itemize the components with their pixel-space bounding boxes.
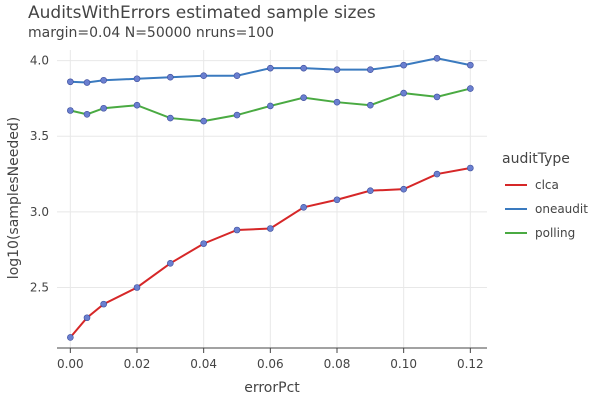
x-axis-ticks: 0.00 0.02 0.04 0.06 0.08 0.10 0.12: [57, 348, 484, 371]
data-point: [67, 78, 74, 86]
y-tick-label: 3.0: [30, 205, 49, 219]
series-line-polling: [70, 87, 471, 123]
series-group: [67, 55, 474, 341]
series-line-oneaudit: [70, 57, 471, 84]
data-point: [133, 284, 141, 291]
x-tick-label: 0.00: [57, 357, 84, 371]
x-axis-label: errorPct: [244, 380, 300, 396]
data-point: [67, 334, 74, 341]
data-point: [167, 259, 174, 267]
data-point: [467, 164, 474, 172]
data-point: [367, 187, 374, 194]
series-line-clca: [69, 167, 471, 339]
data-point: [433, 170, 441, 178]
legend-item-clca[interactable]: clca: [505, 178, 559, 192]
data-point: [200, 72, 207, 80]
x-tick-label: 0.04: [190, 357, 217, 371]
series-oneaudit: [67, 55, 474, 86]
data-point: [67, 107, 74, 114]
data-point: [433, 55, 441, 62]
data-point: [83, 79, 91, 86]
data-point: [467, 61, 474, 69]
y-tick-label: 3.5: [30, 129, 49, 143]
data-point: [300, 64, 307, 72]
data-point: [233, 72, 241, 80]
data-point: [333, 98, 341, 106]
data-point: [133, 75, 141, 83]
legend-item-polling[interactable]: polling: [505, 226, 575, 240]
legend-label: clca: [535, 178, 559, 192]
data-point: [467, 85, 474, 92]
data-point: [200, 240, 207, 247]
x-tick-label: 0.06: [257, 357, 284, 371]
y-tick-label: 4.0: [30, 54, 49, 68]
data-point: [100, 300, 107, 308]
data-point: [233, 226, 241, 234]
y-axis-label: log10(samplesNeeded): [6, 117, 22, 279]
data-point: [267, 225, 274, 232]
data-point: [367, 101, 374, 109]
data-point: [400, 61, 407, 69]
legend-title: auditType: [502, 151, 570, 167]
data-point: [100, 104, 107, 112]
y-axis-ticks: 2.5 3.0 3.5 4.0: [30, 54, 49, 295]
data-point: [433, 93, 441, 101]
data-point: [200, 117, 207, 125]
series-clca: [67, 164, 474, 341]
x-tick-label: 0.10: [390, 357, 417, 371]
data-point: [233, 111, 241, 119]
legend-item-oneaudit[interactable]: oneaudit: [505, 202, 588, 216]
chart-title: AuditsWithErrors estimated sample sizes: [28, 3, 376, 23]
data-point: [267, 102, 274, 110]
series-polling: [67, 85, 474, 125]
legend-label: oneaudit: [535, 202, 588, 216]
data-point: [300, 204, 307, 211]
y-tick-label: 2.5: [30, 280, 49, 294]
chart-subtitle: margin=0.04 N=50000 nruns=100: [28, 25, 274, 41]
data-point: [167, 114, 174, 122]
data-point: [333, 66, 341, 73]
x-tick-label: 0.02: [124, 357, 151, 371]
x-tick-label: 0.12: [457, 357, 484, 371]
data-point: [83, 314, 91, 322]
x-tick-label: 0.08: [324, 357, 351, 371]
data-point: [400, 185, 407, 193]
legend: auditType clca oneaudit polling: [502, 151, 588, 240]
data-point: [133, 101, 141, 109]
data-point: [333, 196, 341, 204]
data-point: [400, 89, 407, 97]
data-point: [83, 110, 91, 118]
data-point: [167, 73, 174, 81]
legend-label: polling: [535, 226, 575, 240]
data-point: [367, 66, 374, 73]
data-point: [100, 76, 107, 84]
data-point: [300, 94, 307, 101]
data-point: [267, 64, 274, 72]
